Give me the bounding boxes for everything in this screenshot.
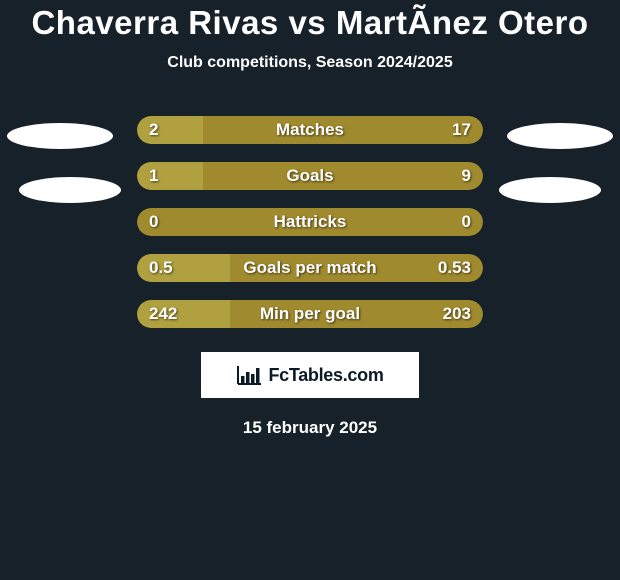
bar-track: 242203Min per goal [137,300,483,328]
stat-row: 00Hattricks [0,208,620,236]
bar-track: 0.50.53Goals per match [137,254,483,282]
stat-row: 0.50.53Goals per match [0,254,620,282]
stat-rows: 217Matches 19Goals 00Hattricks 0.50.53Goals… [0,116,620,328]
stat-row: 217Matches [0,116,620,144]
bar-track: 19Goals [137,162,483,190]
bar-chart-icon [236,364,262,386]
bar-fill-left [137,162,203,190]
comparison-title: Chaverra Rivas vs MartÃ­nez Otero [0,4,620,42]
branding-box: FcTables.com [201,352,419,398]
bar-base [137,208,483,236]
bar-track: 00Hattricks [137,208,483,236]
comparison-subtitle: Club competitions, Season 2024/2025 [0,54,620,72]
stat-row: 19Goals [0,162,620,190]
bar-fill-left [137,254,230,282]
bar-track: 217Matches [137,116,483,144]
bar-fill-left [137,116,203,144]
date: 15 february 2025 [0,418,620,438]
bar-fill-left [137,300,230,328]
stat-row: 242203Min per goal [0,300,620,328]
branding-text: FcTables.com [268,365,383,386]
